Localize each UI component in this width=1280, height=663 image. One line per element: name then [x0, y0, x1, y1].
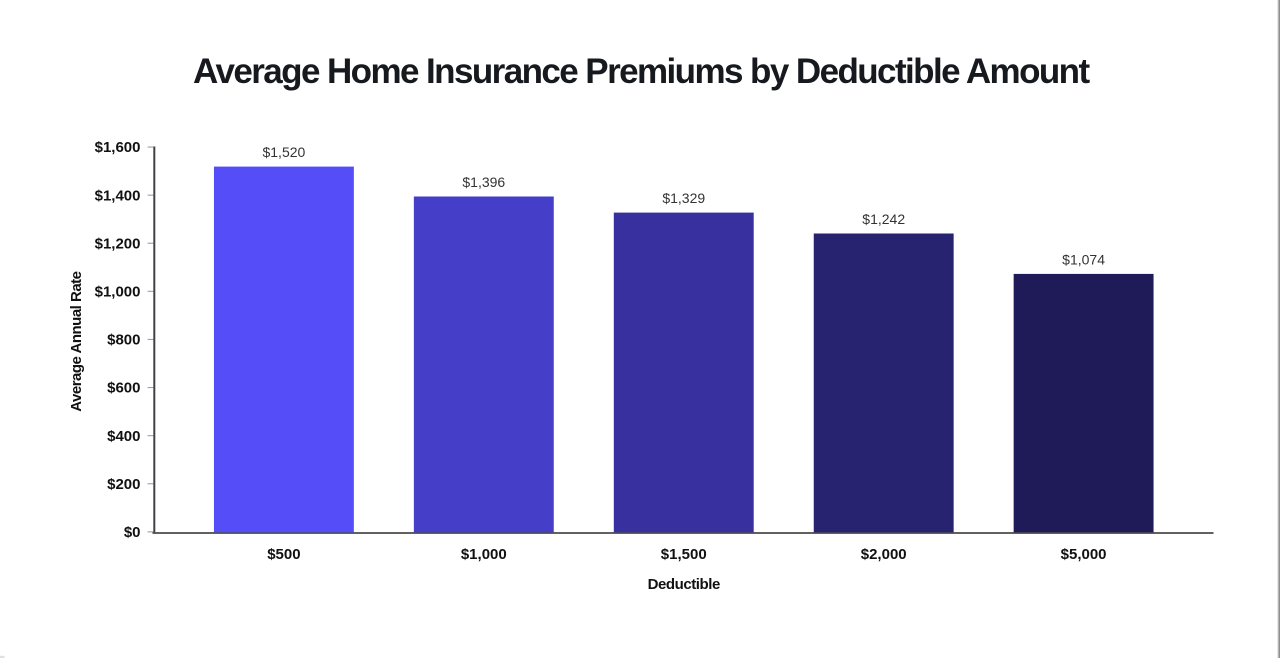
svg-text:$1,242: $1,242 [862, 211, 905, 227]
svg-text:$1,600: $1,600 [95, 139, 141, 156]
svg-text:$1,200: $1,200 [95, 235, 141, 252]
svg-text:$2,000: $2,000 [861, 546, 907, 563]
svg-text:$600: $600 [107, 380, 140, 397]
svg-text:Deductible: Deductible [648, 576, 720, 593]
svg-text:$1,329: $1,329 [662, 190, 705, 206]
svg-text:$800: $800 [107, 332, 140, 349]
svg-text:$0: $0 [124, 524, 141, 541]
svg-text:$1,520: $1,520 [262, 144, 305, 160]
svg-text:$1,000: $1,000 [461, 546, 507, 563]
svg-text:$5,000: $5,000 [1061, 546, 1107, 563]
svg-text:$1,500: $1,500 [661, 546, 707, 563]
svg-text:$1,400: $1,400 [95, 187, 141, 204]
svg-text:$500: $500 [267, 546, 300, 563]
svg-text:$1,074: $1,074 [1062, 251, 1105, 267]
svg-text:$400: $400 [107, 428, 140, 445]
svg-text:Average Home Insurance Premium: Average Home Insurance Premiums by Deduc… [193, 52, 1090, 91]
svg-text:$1,000: $1,000 [95, 284, 141, 301]
svg-text:$200: $200 [107, 476, 140, 493]
svg-text:Average Annual Rate: Average Annual Rate [68, 271, 85, 411]
svg-text:$1,396: $1,396 [462, 174, 505, 190]
